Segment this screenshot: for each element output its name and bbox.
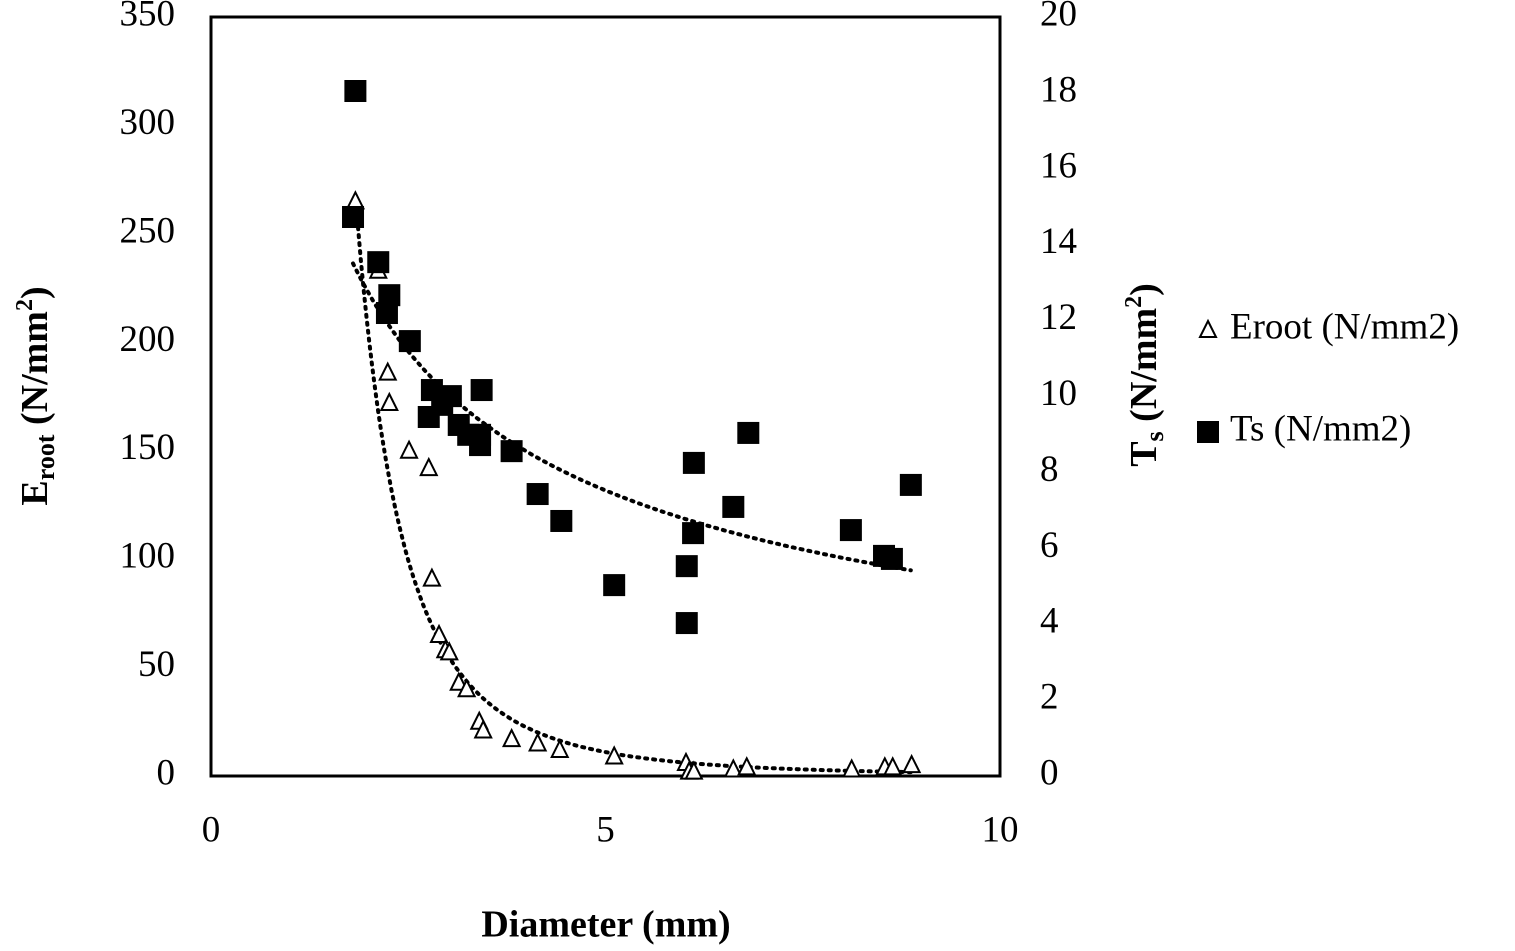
y-tick-label: 300 xyxy=(120,102,176,143)
data-point xyxy=(723,758,743,778)
y2-tick-label: 8 xyxy=(1040,449,1059,490)
data-point xyxy=(439,385,462,408)
data-point xyxy=(682,522,705,545)
data-point xyxy=(457,678,477,698)
data-point xyxy=(419,456,439,477)
data-point xyxy=(899,473,922,496)
y2-tick-label: 0 xyxy=(1040,752,1059,793)
data-point xyxy=(473,719,493,739)
y2-tick-label: 4 xyxy=(1040,601,1059,642)
data-point xyxy=(842,758,862,778)
data-point xyxy=(399,439,419,459)
data-point xyxy=(342,205,365,228)
x-tick-label: 0 xyxy=(202,809,221,850)
y-axis-title: Eroot (N/mm2) xyxy=(12,286,60,505)
data-point xyxy=(737,756,757,776)
legend-label: Ts (N/mm2) xyxy=(1230,408,1411,449)
legend-marker xyxy=(1198,318,1218,338)
y2-title-sub: s xyxy=(1140,431,1169,441)
data-point xyxy=(550,738,570,758)
data-point xyxy=(345,190,366,210)
data-point xyxy=(883,756,903,776)
data-point xyxy=(675,555,698,578)
data-point xyxy=(528,732,548,752)
data-point xyxy=(501,727,522,748)
trendline xyxy=(353,193,914,775)
data-point xyxy=(375,302,398,325)
data-point xyxy=(429,623,449,644)
y-tick-label: 200 xyxy=(120,319,176,360)
data-point xyxy=(379,391,399,412)
y2-title-main: T xyxy=(1123,441,1165,466)
y-tick-label: 150 xyxy=(120,427,176,468)
y2-tick-label: 16 xyxy=(1040,145,1077,186)
data-point xyxy=(422,567,442,587)
y-title-sub: root xyxy=(31,434,60,480)
x-tick-label: 5 xyxy=(596,809,615,850)
data-point xyxy=(550,509,573,532)
legend-label: Eroot (N/mm2) xyxy=(1230,306,1459,347)
y-title-unit: (N/mm xyxy=(14,311,56,434)
data-point xyxy=(470,379,493,402)
y-tick-label: 50 xyxy=(138,644,175,685)
y2-tick-label: 2 xyxy=(1040,677,1059,718)
data-point xyxy=(378,361,398,381)
data-point xyxy=(675,612,698,635)
data-point xyxy=(880,547,903,570)
y-tick-label: 0 xyxy=(157,752,176,793)
x-tick-label: 10 xyxy=(982,809,1019,850)
y2-tick-label: 10 xyxy=(1040,373,1077,414)
data-point xyxy=(839,519,862,542)
data-point xyxy=(722,495,745,518)
data-point xyxy=(737,421,760,444)
y-tick-label: 100 xyxy=(120,536,176,577)
y2-title-sup: 2 xyxy=(1121,296,1147,308)
y2-axis-title: Ts (N/mm2) xyxy=(1121,283,1169,467)
data-point xyxy=(398,330,421,353)
data-point xyxy=(604,745,624,765)
y2-tick-label: 18 xyxy=(1040,69,1077,110)
data-point xyxy=(902,753,922,774)
data-point xyxy=(526,483,549,506)
legend-marker xyxy=(1197,421,1219,443)
data-point xyxy=(682,451,705,474)
y2-tick-label: 14 xyxy=(1040,221,1077,262)
data-point xyxy=(439,641,459,661)
data-point xyxy=(469,423,492,446)
data-point xyxy=(344,80,367,103)
x-axis-title: Diameter (mm) xyxy=(481,904,730,946)
plot-area xyxy=(209,15,1002,778)
y2-tick-label: 12 xyxy=(1040,297,1077,338)
y2-tick-label: 6 xyxy=(1040,525,1059,566)
data-point xyxy=(500,440,523,463)
y2-tick-label: 20 xyxy=(1040,0,1077,34)
y-title-sup: 2 xyxy=(12,299,38,311)
data-point xyxy=(367,251,390,274)
y-tick-label: 250 xyxy=(120,210,176,251)
y2-title-unit: (N/mm xyxy=(1123,308,1165,431)
data-point xyxy=(449,671,469,691)
data-point xyxy=(603,574,626,597)
y-title-close: ) xyxy=(14,286,56,299)
y2-title-close: ) xyxy=(1123,283,1165,296)
y-title-main: E xyxy=(14,480,56,505)
data-point xyxy=(684,760,704,780)
y-tick-label: 350 xyxy=(120,0,176,34)
